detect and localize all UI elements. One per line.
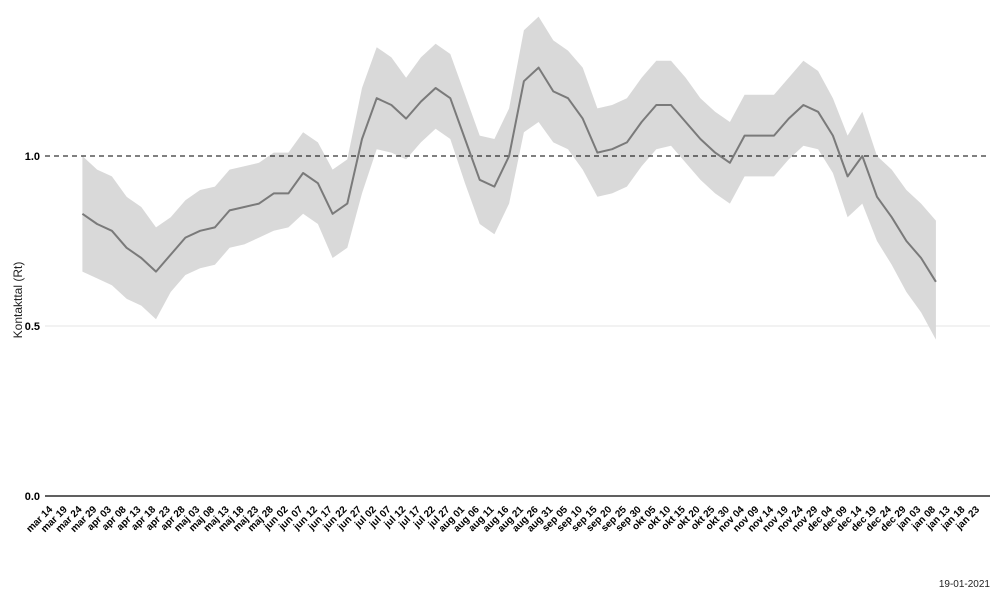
y-tick-labels: 0.0 0.5 1.0	[25, 151, 40, 503]
series-line	[81, 66, 937, 283]
confidence-band	[82, 16, 936, 340]
series-line-layer	[81, 66, 937, 283]
y-tick-label: 0.0	[25, 491, 40, 503]
confidence-band-layer	[82, 16, 936, 340]
y-tick-label: 0.5	[25, 321, 40, 333]
date-footnote: 19-01-2021	[938, 579, 990, 590]
y-axis-label: Kontakttal (Rt)	[11, 261, 25, 339]
y-tick-label: 1.0	[25, 151, 40, 163]
